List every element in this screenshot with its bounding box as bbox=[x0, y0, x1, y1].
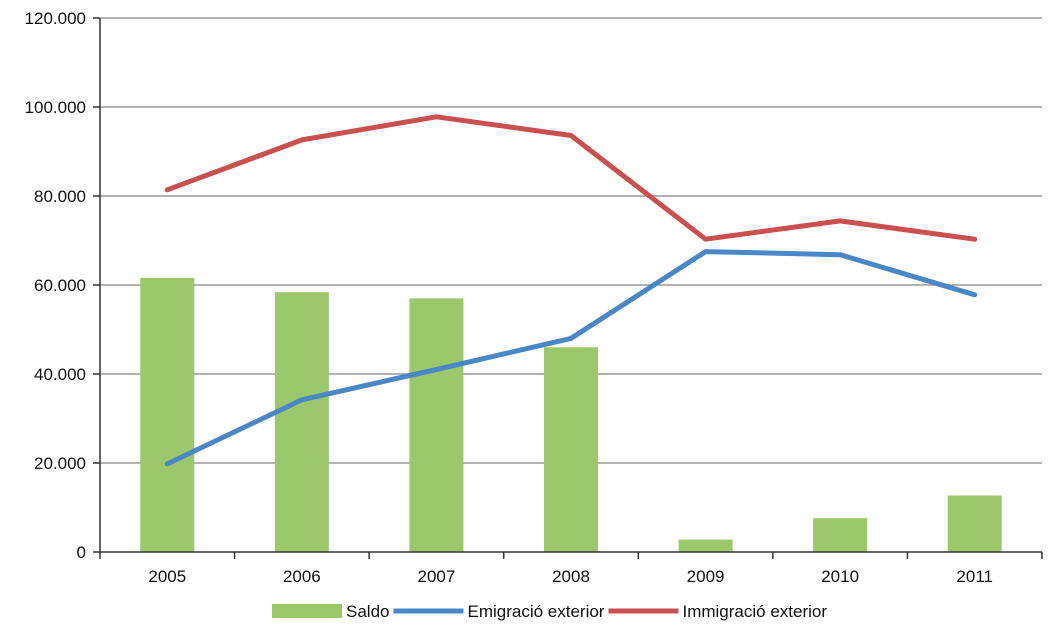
x-tick-label: 2005 bbox=[148, 567, 186, 586]
y-tick-label: 20.000 bbox=[34, 454, 86, 473]
bar-saldo bbox=[813, 518, 867, 552]
y-tick-label: 80.000 bbox=[34, 187, 86, 206]
bar-saldo bbox=[948, 495, 1002, 552]
y-tick-label: 60.000 bbox=[34, 276, 86, 295]
bar-saldo bbox=[679, 540, 733, 552]
legend-swatch bbox=[272, 604, 342, 618]
x-tick-label: 2006 bbox=[283, 567, 321, 586]
bar-saldo bbox=[409, 298, 463, 552]
y-tick-label: 0 bbox=[77, 543, 86, 562]
y-tick-label: 120.000 bbox=[25, 9, 86, 28]
bar-saldo bbox=[275, 292, 329, 552]
x-tick-label: 2007 bbox=[418, 567, 456, 586]
x-tick-label: 2011 bbox=[956, 567, 993, 586]
x-tick-label: 2008 bbox=[552, 567, 590, 586]
y-tick-label: 40.000 bbox=[34, 365, 86, 384]
bar-saldo bbox=[140, 278, 194, 552]
legend-label: Emigració exterior bbox=[467, 602, 604, 621]
x-tick-label: 2010 bbox=[821, 567, 859, 586]
series-line-immigració-exterior bbox=[167, 117, 974, 239]
x-tick-label: 2009 bbox=[687, 567, 725, 586]
legend-label: Immigració exterior bbox=[682, 602, 827, 621]
legend-label: Saldo bbox=[346, 602, 389, 621]
bar-saldo bbox=[544, 347, 598, 552]
legend-layer: Saldo Emigració exterior Immigració exteri… bbox=[272, 602, 827, 621]
y-tick-label: 100.000 bbox=[25, 98, 86, 117]
